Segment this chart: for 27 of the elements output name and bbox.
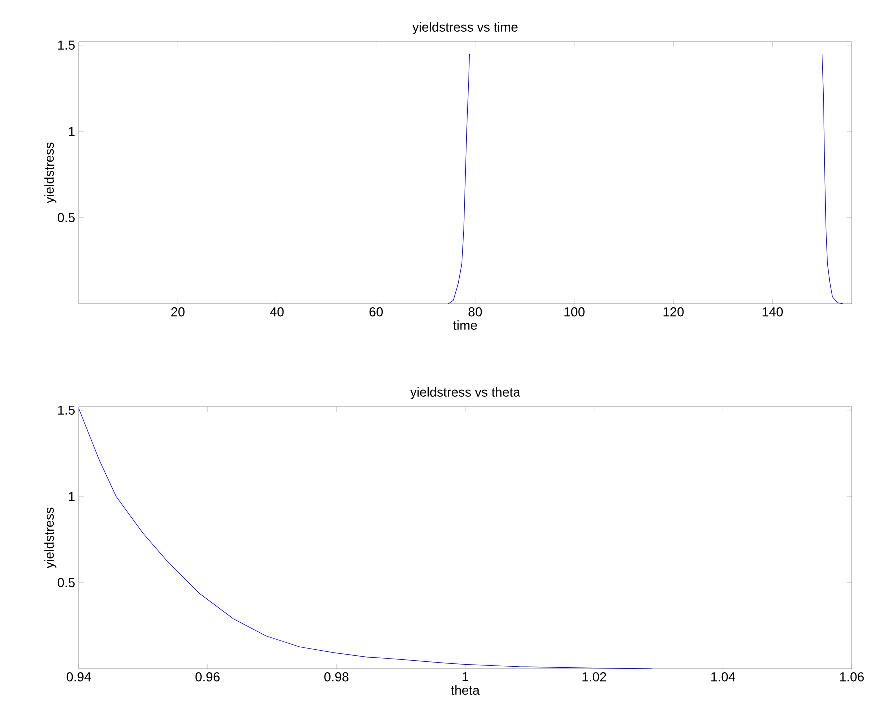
x-tick-label: 1.02 [582,672,606,682]
x-axis-title: time [453,320,478,330]
y-tick-label: 1.5 [58,406,75,415]
x-axis-title: theta [451,686,480,696]
y-tick-label: 1 [69,492,75,502]
line-series [79,408,653,670]
y-tick-label: 1.5 [58,40,75,50]
x-tick-label: 100 [564,308,585,317]
x-tick-label: 40 [270,308,284,317]
x-tick-label: 1.04 [712,672,736,682]
x-tick-label: 20 [172,308,185,317]
x-tick-label: 0.94 [66,672,92,682]
x-tick-label: 1.06 [840,672,864,682]
y-axis-title: yieldstress [44,508,57,569]
y-tick-label: 0.5 [58,578,75,588]
y-axis-title: yieldstress [44,142,57,204]
chart-title: yieldstress vs theta [410,387,521,400]
x-tick-label: 0.98 [324,672,349,682]
x-tick-label: 0.96 [196,672,220,682]
x-tick-label: 140 [762,308,784,317]
y-tick-label: 1 [69,127,75,136]
x-tick-label: 80 [468,308,482,317]
chart-title: yieldstress vs time [412,22,518,35]
x-tick-label: 120 [664,308,684,317]
y-tick-label: 0.5 [58,213,75,222]
x-tick-label: 1 [462,672,468,682]
x-tick-label: 60 [370,308,384,317]
